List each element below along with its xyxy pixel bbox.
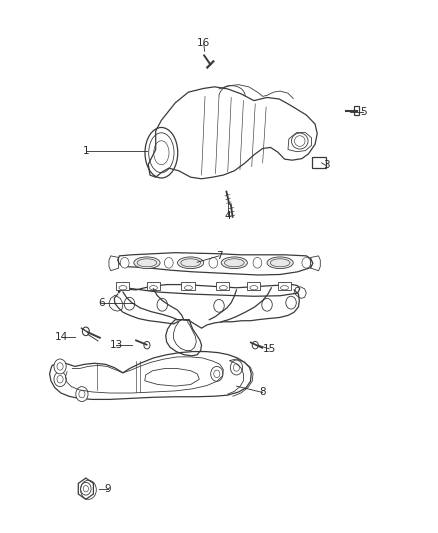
Circle shape (76, 386, 88, 401)
Ellipse shape (221, 257, 247, 269)
Ellipse shape (267, 257, 293, 269)
Circle shape (157, 298, 167, 311)
Text: 14: 14 (55, 332, 68, 342)
Bar (247, 282, 260, 290)
Text: 7: 7 (215, 251, 223, 261)
Circle shape (214, 300, 224, 312)
Circle shape (54, 372, 66, 386)
Text: 8: 8 (259, 387, 266, 398)
Bar (278, 282, 290, 290)
Circle shape (120, 257, 129, 268)
Circle shape (81, 482, 91, 495)
Ellipse shape (134, 257, 160, 269)
Bar (181, 282, 194, 290)
Text: 9: 9 (104, 484, 111, 494)
Bar (147, 282, 159, 290)
Bar (311, 157, 326, 167)
Circle shape (209, 257, 218, 268)
Text: 1: 1 (82, 146, 89, 156)
Text: 3: 3 (323, 160, 329, 171)
Circle shape (252, 342, 258, 349)
Circle shape (253, 257, 262, 268)
Text: 5: 5 (360, 107, 367, 117)
Circle shape (262, 298, 272, 311)
Circle shape (144, 342, 150, 349)
Circle shape (211, 367, 223, 381)
Circle shape (164, 257, 173, 268)
Circle shape (124, 297, 135, 310)
Bar (354, 107, 359, 115)
Bar (216, 282, 230, 290)
Circle shape (54, 359, 66, 374)
Text: 15: 15 (263, 344, 276, 354)
Circle shape (286, 296, 296, 309)
Circle shape (302, 257, 311, 268)
Circle shape (230, 360, 243, 375)
Text: 6: 6 (98, 297, 104, 308)
Circle shape (82, 327, 89, 336)
Text: 4: 4 (224, 211, 231, 221)
Text: 13: 13 (110, 340, 123, 350)
Ellipse shape (177, 257, 204, 269)
Text: 16: 16 (197, 38, 210, 48)
Bar (116, 282, 129, 290)
